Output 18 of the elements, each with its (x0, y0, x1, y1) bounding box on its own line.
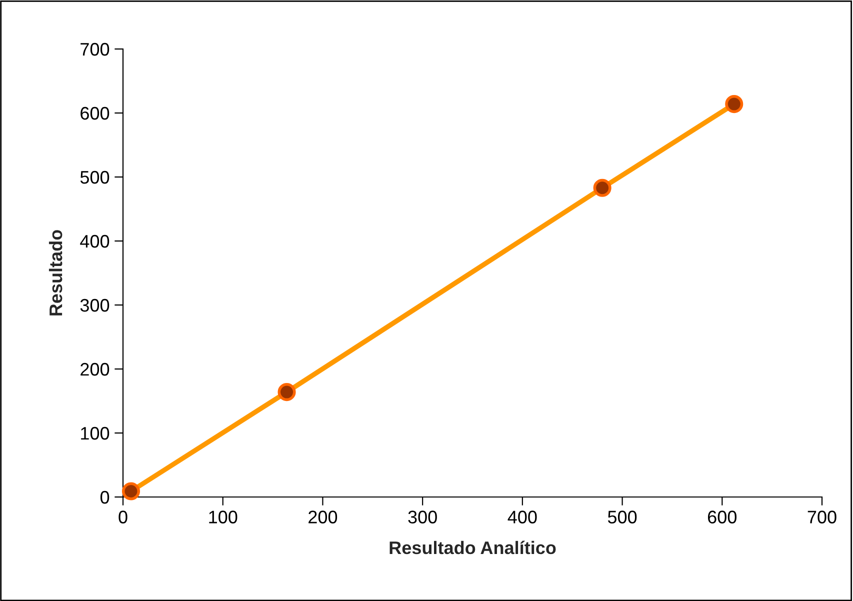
y-tick-label: 400 (80, 234, 110, 248)
y-tick-label: 700 (80, 42, 110, 56)
x-axis-title: Resultado Analítico (390, 540, 556, 554)
x-tick-label: 500 (608, 510, 637, 524)
x-tick-label: 600 (708, 510, 736, 524)
y-tick-label: 0 (100, 490, 110, 504)
x-tick-label: 200 (308, 510, 338, 524)
y-tick-label: 600 (80, 106, 110, 120)
y-tick-label: 300 (80, 298, 110, 312)
y-tick-label: 500 (80, 170, 110, 184)
x-tick-label: 700 (808, 510, 836, 524)
x-tick-label: 0 (118, 510, 128, 524)
y-tick-label: 100 (81, 426, 110, 440)
x-tick-label: 400 (508, 510, 537, 524)
x-tick-label: 300 (408, 510, 437, 524)
y-tick-label: 200 (80, 362, 110, 376)
x-tick-label: 100 (209, 510, 238, 524)
y-axis-title: Resultado (48, 230, 62, 316)
